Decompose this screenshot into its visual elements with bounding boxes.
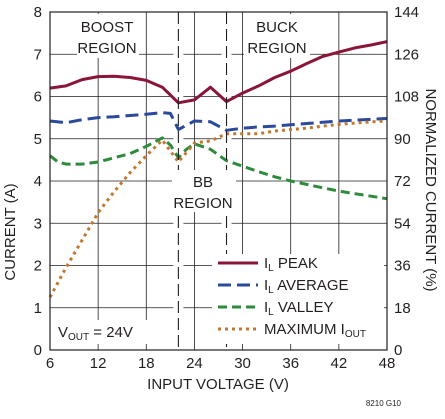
series-line-3	[49, 136, 388, 201]
x-tick-label: 12	[90, 355, 107, 372]
right-axis-ticks: 0 18 36 54 72 90 108 126 144	[394, 4, 419, 359]
bottom-axis-ticks: 6 12 18 24 30 36 42 48	[46, 355, 396, 372]
x-tick-label: 30	[234, 355, 251, 372]
y2-axis-title: NORMALIZED CURRENT (%)	[422, 88, 439, 291]
legend-entry: IL AVERAGE	[264, 277, 349, 296]
region-annotations: BOOST REGION BUCK REGION BB REGION VOUT …	[58, 14, 310, 344]
y-tick-label: 1	[34, 300, 42, 317]
y2-tick-label: 108	[394, 89, 419, 106]
buck-label-bg	[244, 14, 310, 58]
x-axis-title: INPUT VOLTAGE (V)	[147, 376, 289, 393]
y2-tick-label: 0	[394, 342, 402, 359]
bb-label-line1: BB	[193, 174, 213, 191]
boost-label-line1: BOOST	[81, 19, 134, 36]
bb-label-bg	[172, 170, 236, 212]
legend: IL PEAK IL AVERAGE IL VALLEY MAXIMUM IOUT	[212, 254, 384, 344]
left-axis-ticks: 0 1 2 3 4 5 6 7 8	[34, 4, 42, 359]
series-line-4	[48, 119, 388, 298]
legend-entry: IL VALLEY	[264, 299, 334, 318]
y-tick-label: 0	[34, 342, 42, 359]
y-tick-label: 6	[34, 89, 42, 106]
figure-id: 8210 G10	[366, 399, 402, 408]
x-tick-label: 18	[138, 355, 155, 372]
vout-annotation: VOUT = 24V	[58, 324, 133, 343]
y-axis-title: CURRENT (A)	[2, 183, 19, 280]
plot-frame	[49, 11, 388, 351]
y-tick-label: 8	[34, 4, 42, 21]
y2-tick-label: 36	[394, 258, 411, 275]
buck-label-line2: REGION	[247, 40, 306, 57]
buck-label-line1: BUCK	[256, 19, 298, 36]
y2-tick-label: 54	[394, 215, 411, 232]
boost-label-line2: REGION	[77, 40, 136, 57]
y-tick-label: 7	[34, 46, 42, 63]
y-tick-label: 2	[34, 258, 42, 275]
y2-tick-label: 72	[394, 173, 411, 190]
y2-tick-label: 126	[394, 46, 419, 63]
x-tick-label: 42	[331, 355, 348, 372]
y-tick-label: 4	[34, 173, 42, 190]
y2-tick-label: 144	[394, 4, 419, 21]
series-line-1	[49, 40, 388, 105]
x-tick-label: 36	[282, 355, 299, 372]
series-lines	[48, 40, 388, 298]
y-tick-label: 3	[34, 215, 42, 232]
legend-entry: MAXIMUM IOUT	[264, 321, 366, 340]
series-line-2	[49, 111, 388, 132]
legend-entry: IL PEAK	[264, 255, 318, 274]
x-tick-label: 6	[46, 355, 54, 372]
y-tick-label: 5	[34, 131, 42, 148]
x-tick-label: 48	[379, 355, 396, 372]
boost-label-bg	[77, 14, 139, 58]
bb-label-line2: REGION	[173, 195, 232, 212]
x-tick-label: 24	[186, 355, 203, 372]
y2-tick-label: 90	[394, 131, 411, 148]
y2-tick-label: 18	[394, 300, 411, 317]
vout-label-bg	[58, 320, 164, 344]
